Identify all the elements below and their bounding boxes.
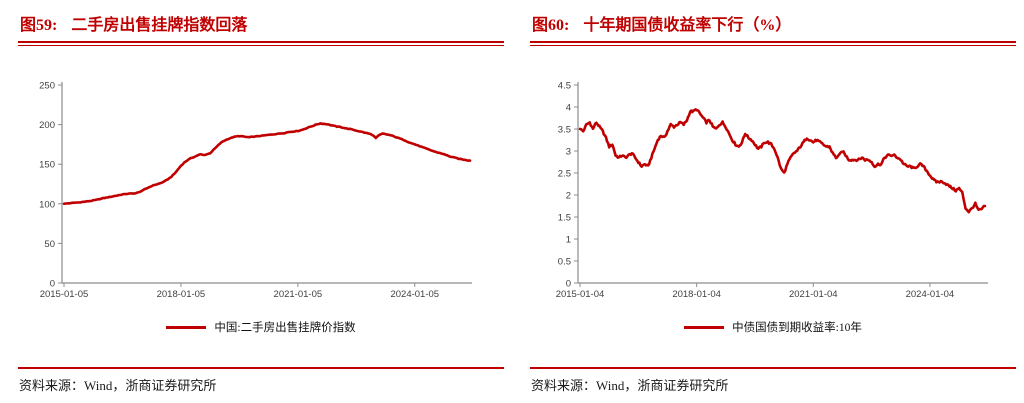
treasury-yield-line-chart: 0 0.5 1 1.5 2 2.5 3 3.5 4 4.5 2015-01-04 2018-01-04…	[556, 81, 988, 300]
footer-rule	[18, 367, 504, 369]
svg-text:0.5: 0.5	[558, 257, 571, 268]
svg-text:1.5: 1.5	[558, 213, 571, 224]
svg-text:0: 0	[566, 279, 571, 290]
figure-title: 二手房出售挂牌指数回落	[71, 17, 248, 34]
footer-rule	[530, 367, 1016, 369]
svg-text:150: 150	[39, 160, 55, 171]
title-rule	[18, 41, 504, 46]
svg-text:4: 4	[566, 103, 571, 114]
secondhand-housing-index-line-chart: 0 50 100 150 200 250 2015-01-05 2018-01-05 2021-…	[39, 81, 472, 300]
figure-header: 图59: 二手房出售挂牌指数回落	[20, 11, 247, 35]
figure-header: 图60: 十年期国债收益率下行（%）	[532, 11, 791, 35]
svg-text:1: 1	[566, 235, 571, 246]
svg-text:0: 0	[50, 279, 55, 290]
svg-text:250: 250	[39, 81, 55, 92]
figure-60-treasury-yield: 图60: 十年期国债收益率下行（%） 0 0.5 1 1.5 2 2.5 3 3.5 4 4.5 2…	[530, 0, 1016, 403]
svg-text:2021-01-05: 2021-01-05	[274, 289, 323, 300]
source-note: 资料来源：Wind，浙商证券研究所	[531, 378, 729, 393]
figure-label: 图59:	[20, 17, 58, 34]
figure-title: 十年期国债收益率下行（%）	[583, 17, 792, 34]
svg-text:2024-01-05: 2024-01-05	[390, 289, 439, 300]
svg-text:2024-01-04: 2024-01-04	[906, 289, 955, 300]
svg-text:2.5: 2.5	[558, 169, 571, 180]
svg-text:3: 3	[566, 147, 571, 158]
figure-59-secondhand-housing: 图59: 二手房出售挂牌指数回落 0 50 100 150 200 250 2015-01-…	[18, 0, 504, 403]
figure-label: 图60:	[532, 17, 570, 34]
svg-text:2021-01-04: 2021-01-04	[789, 289, 838, 300]
svg-text:2018-01-05: 2018-01-05	[157, 289, 206, 300]
svg-text:50: 50	[44, 239, 55, 250]
svg-text:200: 200	[39, 120, 55, 131]
legend-label: 中债国债到期收益率:10年	[732, 322, 862, 334]
svg-text:100: 100	[39, 199, 55, 210]
chart-legend: 中债国债到期收益率:10年	[530, 319, 1016, 335]
svg-text:2015-01-05: 2015-01-05	[40, 289, 89, 300]
svg-text:2: 2	[566, 191, 571, 202]
svg-text:2018-01-04: 2018-01-04	[672, 289, 721, 300]
svg-text:4.5: 4.5	[558, 81, 571, 92]
legend-line-marker	[684, 325, 725, 329]
svg-text:3.5: 3.5	[558, 125, 571, 136]
chart-legend: 中国:二手房出售挂牌价指数	[18, 319, 504, 335]
title-rule	[530, 41, 1016, 46]
svg-text:2015-01-04: 2015-01-04	[556, 289, 605, 300]
source-note: 资料来源：Wind，浙商证券研究所	[19, 378, 217, 393]
legend-label: 中国:二手房出售挂牌价指数	[214, 322, 356, 334]
legend-line-marker	[166, 325, 207, 329]
